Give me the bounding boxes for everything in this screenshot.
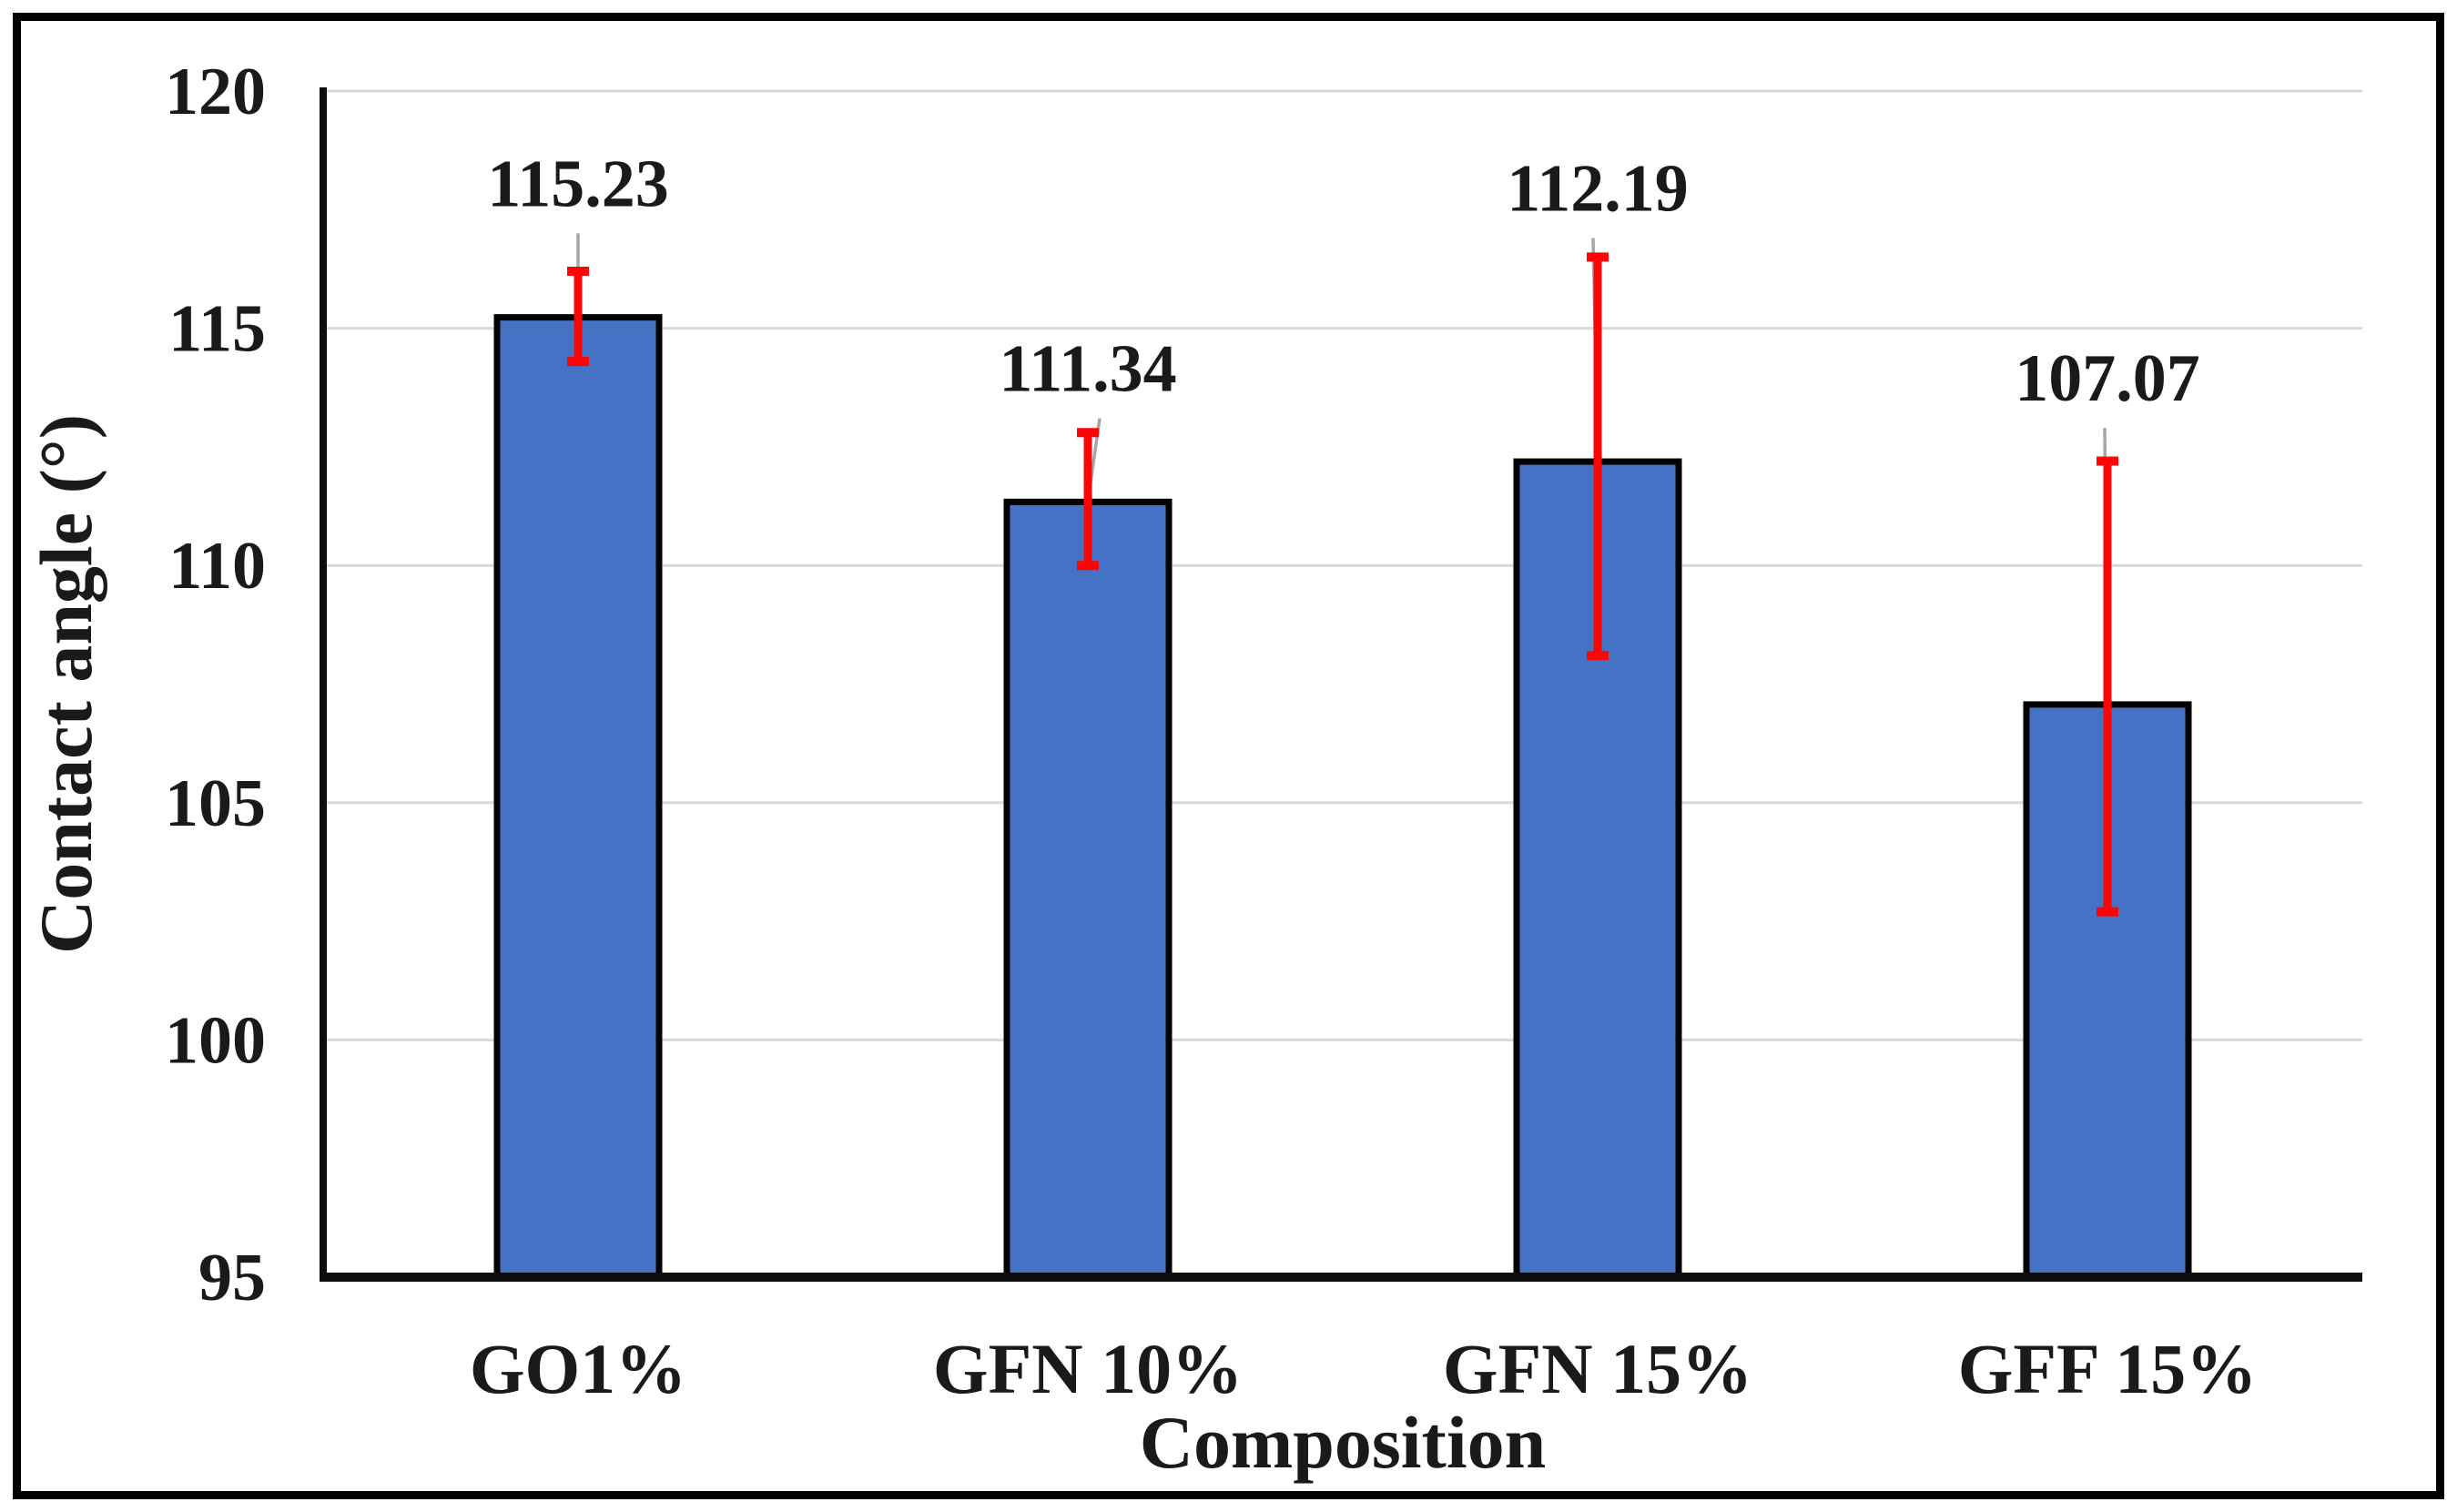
y-axis-title: Contact angle (°) bbox=[25, 414, 107, 954]
x-category-label-GFF 15%: GFF 15% bbox=[1958, 1329, 2258, 1408]
y-tick-label-100: 100 bbox=[165, 1003, 266, 1078]
y-tick-label-105: 105 bbox=[165, 766, 266, 841]
value-label-GFN 15%: 112.19 bbox=[1507, 152, 1688, 227]
y-tick-label-110: 110 bbox=[168, 529, 266, 604]
x-category-label-GFN 10%: GFN 10% bbox=[933, 1329, 1243, 1408]
value-label-GFN 10%: 111.34 bbox=[999, 332, 1176, 407]
value-label-GFF 15%: 107.07 bbox=[2015, 341, 2200, 416]
y-tick-label-95: 95 bbox=[198, 1241, 266, 1315]
x-category-label-GFN 15%: GFN 15% bbox=[1443, 1329, 1752, 1408]
y-tick-label-115: 115 bbox=[168, 292, 266, 367]
x-axis-title: Composition bbox=[1140, 1401, 1547, 1484]
bar-GFN 10% bbox=[1003, 498, 1173, 1281]
y-tick-label-120: 120 bbox=[165, 55, 266, 129]
bar-GO1% bbox=[493, 314, 663, 1281]
value-label-GO1%: 115.23 bbox=[487, 147, 668, 221]
x-category-label-GO1%: GO1% bbox=[470, 1329, 686, 1408]
